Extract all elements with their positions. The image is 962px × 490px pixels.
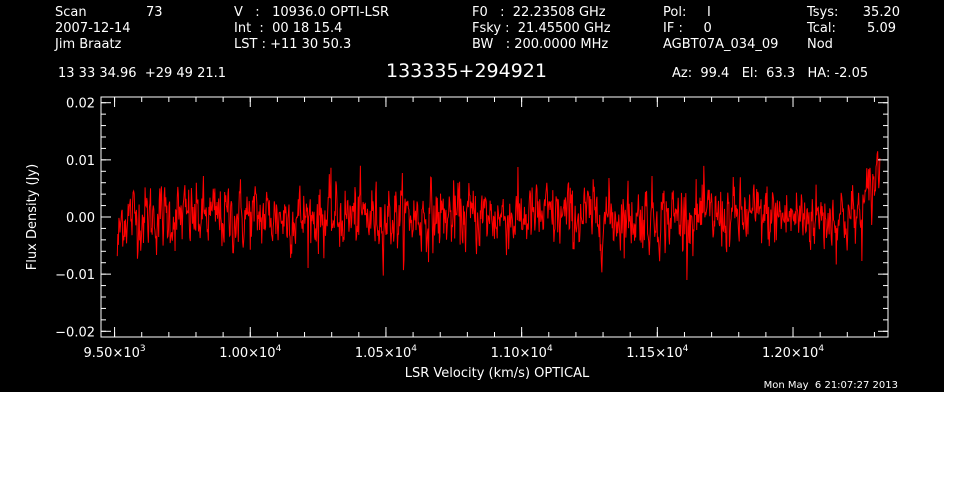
plot-timestamp: Mon May 6 21:07:27 2013 <box>763 380 898 391</box>
x-tick-label: 1.10×104 <box>491 344 553 361</box>
y-tick-label: 0.00 <box>66 211 95 226</box>
tsys-value: 35.20 <box>862 5 900 20</box>
velocity-line: V : 10936.0 OPTI-LSR <box>234 5 390 20</box>
if-line: IF : 0 <box>663 21 712 36</box>
x-axis-title: LSR Velocity (km/s) OPTICAL <box>405 366 590 381</box>
x-tick-label: 1.05×104 <box>355 344 417 361</box>
y-tick-label: −0.02 <box>55 325 95 340</box>
tcal-label: Tcal: <box>807 21 836 36</box>
observation-date: 2007-12-14 <box>55 21 131 36</box>
source-coordinates: 13 33 34.96 +29 49 21.1 <box>58 66 227 81</box>
sky-frequency-line: Fsky : 21.45500 GHz <box>472 21 611 36</box>
y-tick-label: 0.01 <box>66 154 95 169</box>
x-tick-label: 1.00×104 <box>219 344 281 361</box>
switching-mode: Nod <box>807 37 833 52</box>
y-axis-title: Flux Density (Jy) <box>25 164 40 270</box>
y-tick-label: 0.02 <box>66 97 95 112</box>
spectrum-chart: 9.50×103 1.00×104 1.05×104 1.10×104 1.15×104… <box>25 96 889 381</box>
scan-label: Scan <box>55 5 87 20</box>
x-tick-label: 1.15×104 <box>626 344 688 361</box>
x-tick-label: 9.50×103 <box>84 344 146 361</box>
spectrum-trace <box>116 151 881 280</box>
tcal-value: 5.09 <box>867 21 896 36</box>
x-tick-label: 1.20×104 <box>762 344 824 361</box>
lst-line: LST : +11 30 50.3 <box>234 37 352 52</box>
spectrum-panel: Scan 73 2007-12-14 Jim Braatz V : 10936.… <box>0 0 944 392</box>
integration-time-line: Int : 00 18 15.4 <box>234 21 343 36</box>
observer-name: Jim Braatz <box>55 37 122 52</box>
polarization-line: Pol: I <box>663 5 711 20</box>
pointing-info: Az: 99.4 El: 63.3 HA: -2.05 <box>672 66 869 81</box>
source-name: 133335+294921 <box>386 60 547 82</box>
tsys-label: Tsys: <box>807 5 839 20</box>
project-id: AGBT07A_034_09 <box>663 37 779 52</box>
rest-frequency-line: F0 : 22.23508 GHz <box>472 5 606 20</box>
scan-number: 73 <box>146 5 163 20</box>
bandwidth-line: BW : 200.0000 MHz <box>472 37 609 52</box>
y-tick-label: −0.01 <box>55 268 95 283</box>
